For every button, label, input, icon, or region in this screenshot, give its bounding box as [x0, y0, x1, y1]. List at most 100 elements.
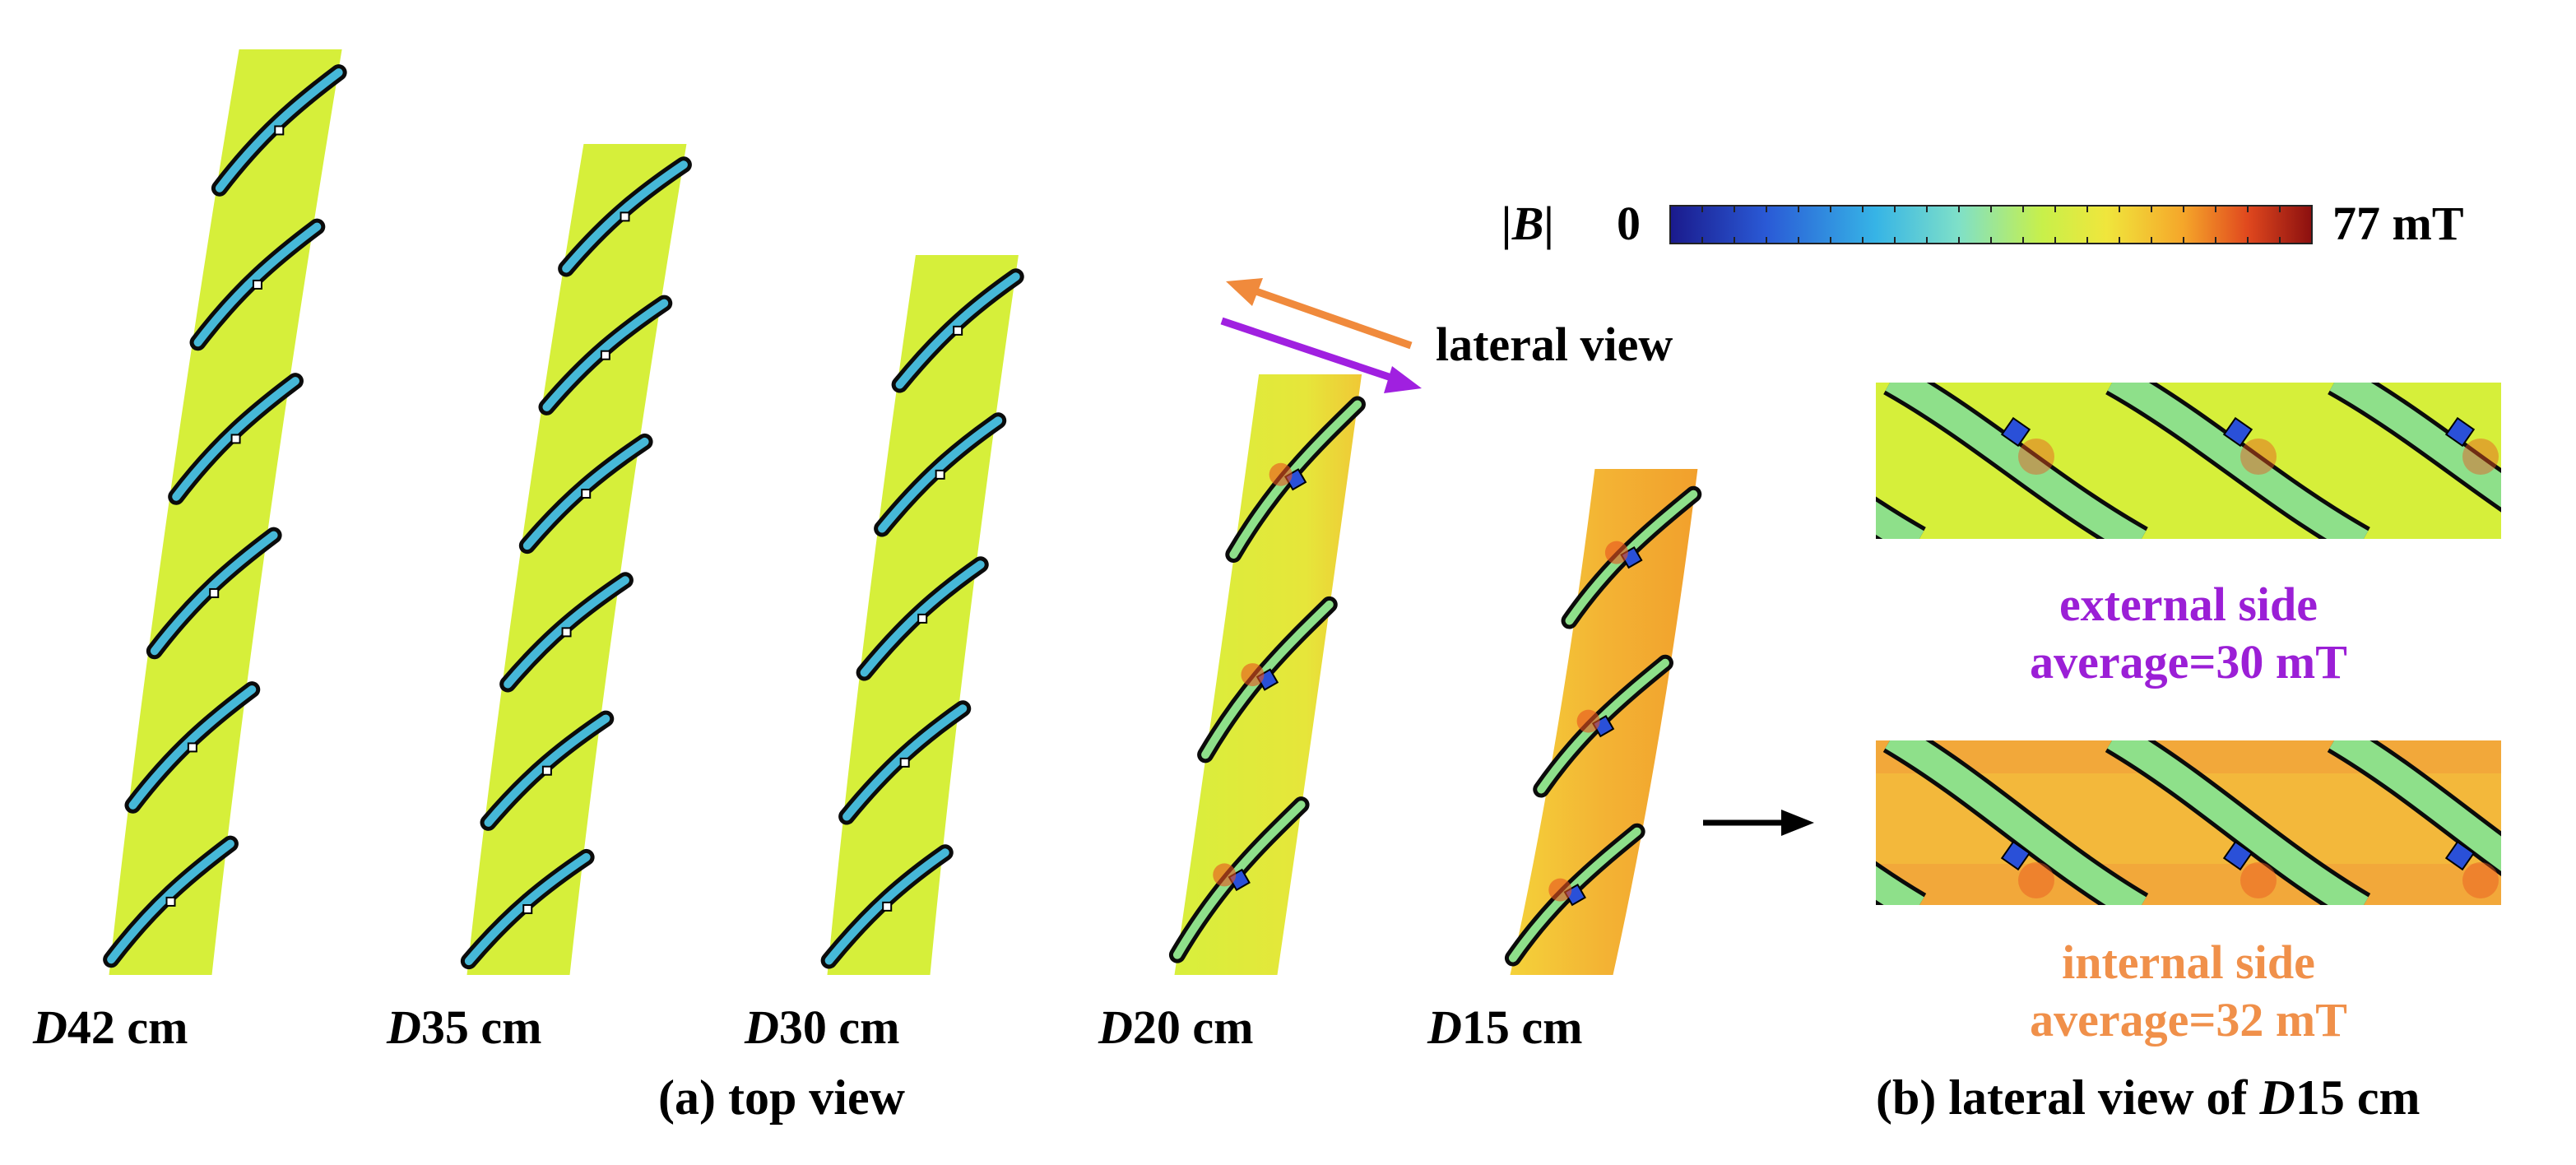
lateral-tape-strip — [1876, 501, 1924, 539]
lateral-gap-block — [1780, 418, 1807, 445]
tape-gap-block — [917, 613, 928, 624]
lateral-view-arrows — [1220, 278, 1422, 393]
lateral-gap-block — [2444, 840, 2476, 871]
lateral-tape-strip — [2107, 383, 2369, 539]
lateral-external-strip — [1780, 378, 2576, 543]
arrow-to-lateral-view-head — [1384, 366, 1422, 393]
external-side-average: average=30 mT — [2030, 634, 2347, 689]
tape-gap-block — [209, 587, 220, 598]
tape-strip — [842, 704, 968, 821]
colorbar-symbol: |B| — [1502, 197, 1555, 250]
tape-strip — [522, 437, 649, 550]
tape-strip — [172, 377, 299, 501]
hotspot — [1604, 541, 1628, 564]
lateral-tape-outline — [2559, 378, 2576, 543]
tape-gap-block — [620, 211, 630, 222]
cable-top-view — [1168, 374, 1366, 975]
arrow-to-top-view-head — [1226, 278, 1263, 306]
tape-strip — [193, 222, 322, 347]
tape-gap-block — [522, 904, 533, 915]
tape-strip — [1201, 600, 1334, 759]
cable-top-view — [1504, 469, 1702, 975]
cable-top-view — [103, 49, 347, 975]
tape-strip — [562, 160, 688, 273]
lateral-gap-block — [2444, 416, 2476, 448]
lateral-gap-block — [2000, 416, 2031, 448]
external-side-title: external side — [2058, 578, 2318, 631]
arrow-to-top-view — [1245, 284, 1413, 350]
tape-strip — [860, 560, 985, 677]
caption-top-view: (a) top view — [658, 1070, 905, 1125]
colorbar-max-label: 77 mT — [2332, 197, 2464, 250]
tape-strip — [215, 68, 343, 193]
tape-strip — [107, 839, 234, 964]
external-side-label: external side average=30 mT — [1958, 576, 2419, 690]
lateral-hotspot — [1796, 862, 1832, 898]
tape-gap-block — [274, 125, 285, 136]
cable-top-view — [820, 255, 1024, 975]
lateral-hotspot — [2018, 439, 2054, 475]
tape-strip — [824, 848, 949, 965]
tape-strip — [1172, 801, 1306, 959]
cable-body — [109, 49, 342, 975]
internal-side-label: internal side average=32 mT — [1958, 934, 2419, 1048]
lateral-hotspot — [2462, 862, 2499, 898]
tape-gap-block — [230, 434, 241, 444]
tape-strip — [484, 714, 610, 827]
tape-gap-block — [541, 765, 552, 776]
tape-gap-block — [899, 757, 910, 768]
tape-strip — [1229, 400, 1362, 559]
tape-gap-block — [581, 489, 592, 499]
colorbar-min-label: 0 — [1617, 197, 1641, 250]
lateral-hotspot — [2240, 862, 2277, 898]
cable-label-d20: D20 cm — [1098, 1000, 1254, 1054]
lateral-gap-block — [2222, 416, 2253, 448]
lateral-tape-strip — [2559, 378, 2576, 543]
cable-label-d35: D35 cm — [387, 1000, 542, 1054]
lateral-hotspot — [1796, 439, 1832, 475]
arrow-to-lateral-view — [1220, 317, 1400, 384]
lateral-tape-strip — [2329, 383, 2501, 508]
hotspot — [1548, 878, 1572, 902]
cable-top-view — [460, 144, 692, 975]
lateral-hotspot — [2240, 439, 2277, 475]
lateral-hotspot — [2018, 862, 2054, 898]
hotspot — [1241, 663, 1265, 687]
tape-strip — [128, 685, 257, 810]
tape-strip — [895, 272, 1020, 389]
hotspot — [1213, 863, 1237, 887]
lateral-gap-block — [1780, 842, 1807, 869]
tape-strip — [878, 416, 1003, 533]
cable-label-d42: D42 cm — [33, 1000, 188, 1054]
lateral-tape-outline — [2559, 736, 2576, 909]
tape-gap-block — [953, 325, 963, 336]
lateral-gap-block — [2222, 840, 2253, 871]
tape-gap-block — [600, 350, 610, 360]
lateral-tape-strip — [1876, 866, 1924, 905]
lateral-hotspot — [2462, 439, 2499, 475]
lateral-tape-strip — [1885, 383, 2147, 539]
colorbar-ticks — [1701, 206, 2281, 244]
tape-strip — [150, 531, 278, 656]
colorbar — [1669, 205, 2313, 244]
hotspot — [1269, 462, 1293, 486]
lateral-tape-strip — [1885, 740, 2147, 905]
cable-body — [466, 144, 687, 975]
tape-strip — [464, 852, 591, 966]
cable-label-d15: D15 cm — [1427, 1000, 1583, 1054]
cable-label-d30: D30 cm — [745, 1000, 900, 1054]
internal-side-average: average=32 mT — [2030, 992, 2347, 1047]
lateral-view-label: lateral view — [1436, 318, 1673, 371]
tape-gap-block — [165, 896, 176, 907]
tape-gap-block — [935, 469, 945, 480]
internal-side-title: internal side — [2062, 935, 2315, 989]
tape-strip — [542, 299, 669, 411]
pointer-arrow — [1703, 810, 1814, 836]
lateral-tape-strip — [2559, 736, 2576, 909]
cable-top-views — [103, 49, 1702, 975]
hotspot — [1576, 709, 1600, 733]
tape-gap-block — [882, 901, 893, 912]
caption-lateral-view: (b) lateral view of D15 cm — [1876, 1070, 2421, 1125]
tape-gap-block — [561, 627, 572, 638]
tape-gap-block — [252, 279, 262, 290]
